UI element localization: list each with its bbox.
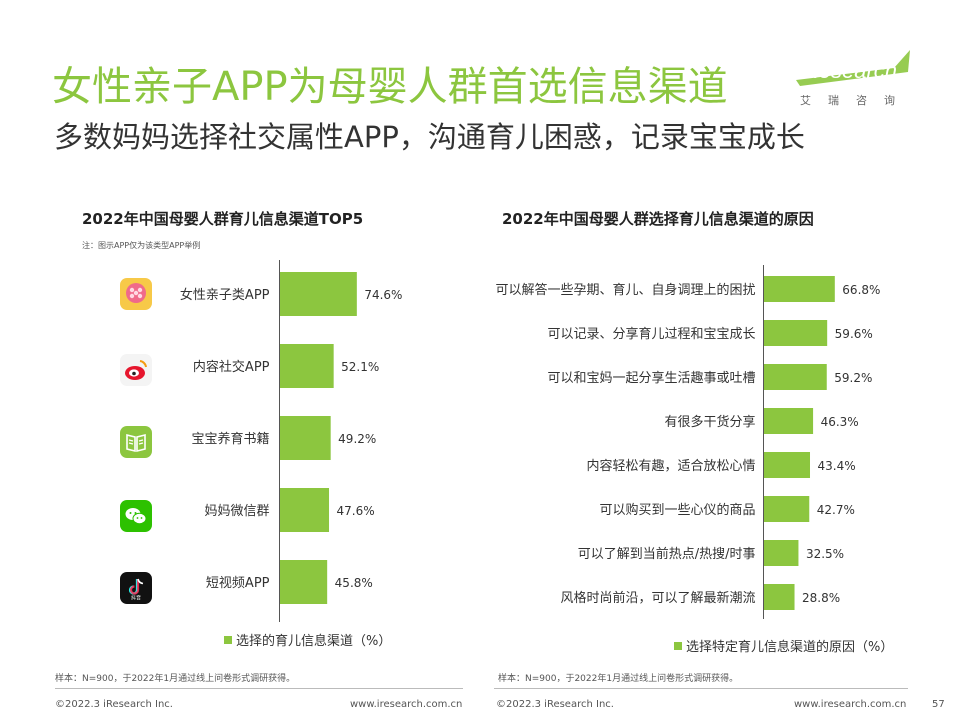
right-category-label: 可以和宝妈一起分享生活趣事或吐槽 bbox=[547, 370, 755, 386]
meiyou-app-icon bbox=[120, 278, 152, 310]
left-value-label: 45.8% bbox=[335, 576, 373, 590]
left-value-label: 47.6% bbox=[337, 504, 375, 518]
footer-url-left: www.iresearch.com.cn bbox=[350, 699, 463, 710]
left-bar bbox=[280, 488, 330, 532]
left-value-label: 74.6% bbox=[364, 288, 402, 302]
right-category-label: 可以购买到一些心仪的商品 bbox=[599, 502, 755, 518]
right-category-label: 内容轻松有趣，适合放松心情 bbox=[586, 458, 755, 474]
left-category-label: 内容社交APP bbox=[193, 359, 270, 375]
left-bar bbox=[280, 560, 328, 604]
right-bar bbox=[764, 408, 814, 434]
left-category-label: 宝宝养育书籍 bbox=[191, 431, 269, 447]
left-sample-note: 样本：N=900，于2022年1月通过线上问卷形式调研获得。 bbox=[55, 674, 296, 684]
right-value-label: 46.3% bbox=[821, 415, 859, 429]
book-icon bbox=[120, 426, 152, 458]
footer-divider-right bbox=[494, 688, 908, 689]
iresearch-logo: iResearch 艾瑞咨询 bbox=[794, 50, 914, 107]
left-chart-title: 2022年中国母婴人群育儿信息渠道TOP5 bbox=[82, 210, 364, 228]
right-bar bbox=[764, 496, 810, 522]
left-value-label: 49.2% bbox=[338, 432, 376, 446]
logo-swoosh-icon bbox=[796, 50, 910, 86]
douyin-icon: 抖音 bbox=[120, 572, 152, 604]
left-bar bbox=[280, 344, 334, 388]
right-category-label: 可以解答一些孕期、育儿、自身调理上的困扰 bbox=[495, 282, 755, 298]
left-legend: 选择的育儿信息渠道（%） bbox=[224, 630, 391, 649]
right-value-label: 66.8% bbox=[842, 283, 880, 297]
left-chart-note: 注：图示APP仅为该类型APP举例 bbox=[82, 241, 201, 250]
left-legend-label: 选择的育儿信息渠道（%） bbox=[236, 634, 392, 649]
right-bar bbox=[764, 364, 827, 390]
right-chart-title: 2022年中国母婴人群选择育儿信息渠道的原因 bbox=[502, 210, 814, 228]
right-value-label: 59.6% bbox=[835, 327, 873, 341]
logo-wordmark: iResearch bbox=[798, 58, 898, 83]
left-value-label: 52.1% bbox=[341, 360, 379, 374]
left-category-label: 女性亲子类APP bbox=[180, 287, 270, 303]
right-value-label: 59.2% bbox=[834, 371, 872, 385]
footer-divider-left bbox=[55, 688, 463, 689]
right-value-label: 32.5% bbox=[806, 547, 844, 561]
right-value-label: 42.7% bbox=[817, 503, 855, 517]
right-legend-swatch bbox=[674, 641, 682, 650]
right-bar bbox=[764, 452, 811, 478]
left-category-label: 短视频APP bbox=[206, 576, 270, 591]
right-bar bbox=[764, 276, 835, 302]
right-bar bbox=[764, 540, 799, 566]
right-bar bbox=[764, 584, 795, 610]
left-legend-swatch bbox=[224, 635, 232, 644]
page-number: 57 bbox=[932, 699, 945, 710]
right-legend: 选择特定育儿信息渠道的原因（%） bbox=[674, 636, 893, 655]
right-category-label: 可以记录、分享育儿过程和宝宝成长 bbox=[547, 326, 755, 342]
page-title: 女性亲子APP为母婴人群首选信息渠道 bbox=[52, 64, 728, 110]
wechat-icon bbox=[120, 500, 152, 532]
right-value-label: 28.8% bbox=[802, 591, 840, 605]
right-legend-label: 选择特定育儿信息渠道的原因（%） bbox=[686, 640, 894, 655]
right-value-label: 43.4% bbox=[818, 459, 856, 473]
left-category-label: 妈妈微信群 bbox=[204, 504, 269, 519]
right-sample-note: 样本：N=900，于2022年1月通过线上问卷形式调研获得。 bbox=[498, 674, 739, 684]
footer-url-right: www.iresearch.com.cn bbox=[794, 699, 907, 710]
logo-chinese: 艾瑞咨询 bbox=[800, 94, 912, 107]
left-bar bbox=[280, 272, 357, 316]
footer-copyright-right: ©2022.3 iResearch Inc. bbox=[496, 699, 614, 710]
douyin-icon-text: 抖音 bbox=[131, 595, 141, 602]
right-category-label: 有很多干货分享 bbox=[664, 414, 755, 430]
left-bar bbox=[280, 416, 331, 460]
right-category-label: 可以了解到当前热点/热搜/时事 bbox=[578, 546, 756, 562]
weibo-icon bbox=[120, 354, 152, 386]
right-bar bbox=[764, 320, 828, 346]
page-subtitle: 多数妈妈选择社交属性APP，沟通育儿困惑，记录宝宝成长 bbox=[54, 120, 805, 154]
right-category-label: 风格时尚前沿，可以了解最新潮流 bbox=[560, 590, 755, 606]
footer-copyright-left: ©2022.3 iResearch Inc. bbox=[55, 699, 173, 710]
